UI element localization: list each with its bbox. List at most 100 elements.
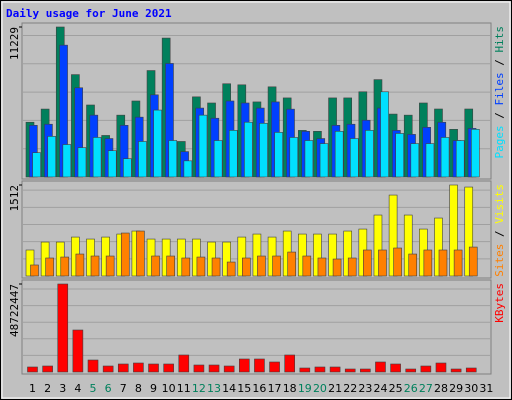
bar (208, 364, 220, 373)
bar (388, 194, 398, 277)
x-tick-label: 1 (29, 382, 36, 395)
bar (151, 255, 160, 277)
x-tick-label: 11 (177, 382, 191, 395)
bar (105, 255, 115, 277)
bar (464, 186, 474, 277)
x-tick-label: 5 (90, 382, 97, 395)
bar (196, 256, 206, 277)
bar (455, 140, 465, 178)
bar (390, 363, 401, 373)
bar (60, 256, 70, 277)
bar (453, 249, 463, 277)
x-tick-label: 15 (237, 382, 251, 395)
bar (223, 365, 235, 373)
legend-entry: Sites (493, 244, 506, 277)
bar (254, 358, 265, 373)
bar (213, 140, 223, 178)
bar (408, 253, 418, 277)
bar (252, 233, 262, 277)
bar (77, 147, 87, 178)
bar (365, 130, 374, 178)
x-tick-label: 8 (135, 382, 142, 395)
bar (343, 230, 353, 277)
legend-entry: KBytes (493, 283, 506, 323)
y-tick-label: 1512 (8, 185, 21, 212)
legend-entry: Visits (493, 184, 506, 224)
bar (380, 91, 389, 178)
bar (350, 138, 359, 178)
bar (425, 143, 435, 178)
bar (211, 257, 221, 277)
plot-area (21, 279, 492, 375)
bar (133, 362, 144, 373)
y-tick-label: 11229 (8, 27, 21, 60)
bar (92, 137, 102, 178)
x-tick-label: 20 (313, 382, 327, 395)
bar (434, 217, 443, 277)
bar (45, 257, 54, 277)
bar (120, 232, 130, 277)
bar (298, 233, 307, 277)
bar (435, 362, 447, 373)
bar (237, 236, 247, 277)
bar (440, 137, 450, 178)
x-tick-label: 19 (298, 382, 312, 395)
bar (471, 129, 480, 178)
bar (304, 140, 314, 178)
bar (302, 255, 312, 277)
bar (30, 264, 39, 277)
bar (344, 368, 356, 373)
bar (244, 121, 253, 178)
bar (449, 184, 458, 277)
bar (166, 255, 175, 277)
x-tick-label: 25 (389, 382, 403, 395)
bar (57, 283, 69, 373)
x-tick-label: 16 (252, 382, 266, 395)
bar (405, 368, 417, 373)
bar (117, 363, 129, 373)
bar (27, 366, 38, 373)
bar (373, 214, 383, 277)
bar (403, 214, 413, 277)
x-tick-label: 12 (192, 382, 206, 395)
bar (287, 251, 296, 277)
bar (299, 367, 311, 373)
x-tick-label: 29 (449, 382, 463, 395)
x-tick-label: 2 (44, 382, 51, 395)
bar (313, 233, 322, 277)
x-tick-label: 9 (150, 382, 157, 395)
bar (272, 255, 281, 277)
bar (328, 233, 337, 277)
bar (395, 133, 404, 178)
bar (438, 249, 448, 277)
bar (363, 249, 372, 277)
bar (378, 249, 387, 277)
x-tick-label: 7 (120, 382, 127, 395)
bar (269, 361, 280, 373)
bar (393, 247, 402, 277)
legend-entry: Pages (493, 125, 506, 158)
bar (257, 255, 266, 277)
bar (178, 354, 190, 373)
legend-entry: Files (493, 72, 506, 105)
bar (319, 143, 329, 178)
bar (193, 364, 205, 373)
bar (360, 368, 371, 373)
x-tick-label: 18 (283, 382, 297, 395)
bar (153, 109, 162, 178)
bar (181, 257, 191, 277)
bar (198, 114, 208, 178)
bar (329, 366, 341, 373)
bar (90, 255, 100, 277)
bar (289, 137, 299, 178)
legend-separator: / (493, 224, 506, 244)
bar (314, 366, 326, 373)
legend-separator: / (493, 53, 506, 73)
bar (75, 253, 85, 277)
bar (176, 238, 186, 277)
chart-title: Daily usage for June 2021 (6, 7, 172, 20)
bar (226, 261, 236, 277)
legend-separator: / (493, 106, 506, 126)
bar (410, 143, 420, 178)
